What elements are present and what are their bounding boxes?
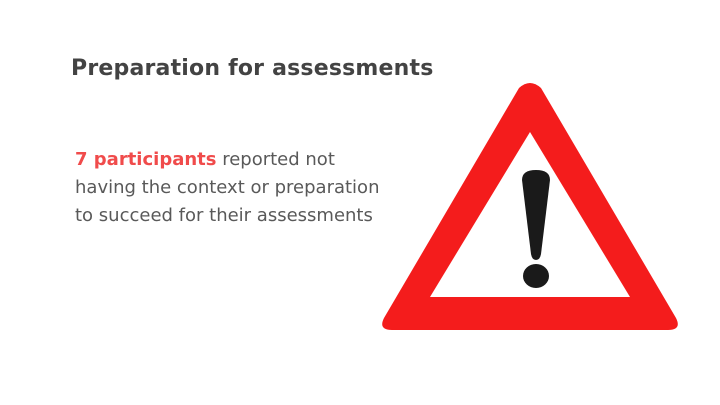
exclamation-dot — [523, 264, 549, 288]
body-text-rest: reported not having the context or prepa… — [75, 149, 380, 226]
exclamation-bar — [522, 170, 550, 260]
participant-count-highlight: 7 participants — [75, 149, 217, 170]
body-paragraph: 7 participants reported not having the c… — [75, 146, 385, 230]
warning-triangle-icon — [382, 83, 678, 330]
slide-title: Preparation for assessments — [71, 56, 434, 81]
